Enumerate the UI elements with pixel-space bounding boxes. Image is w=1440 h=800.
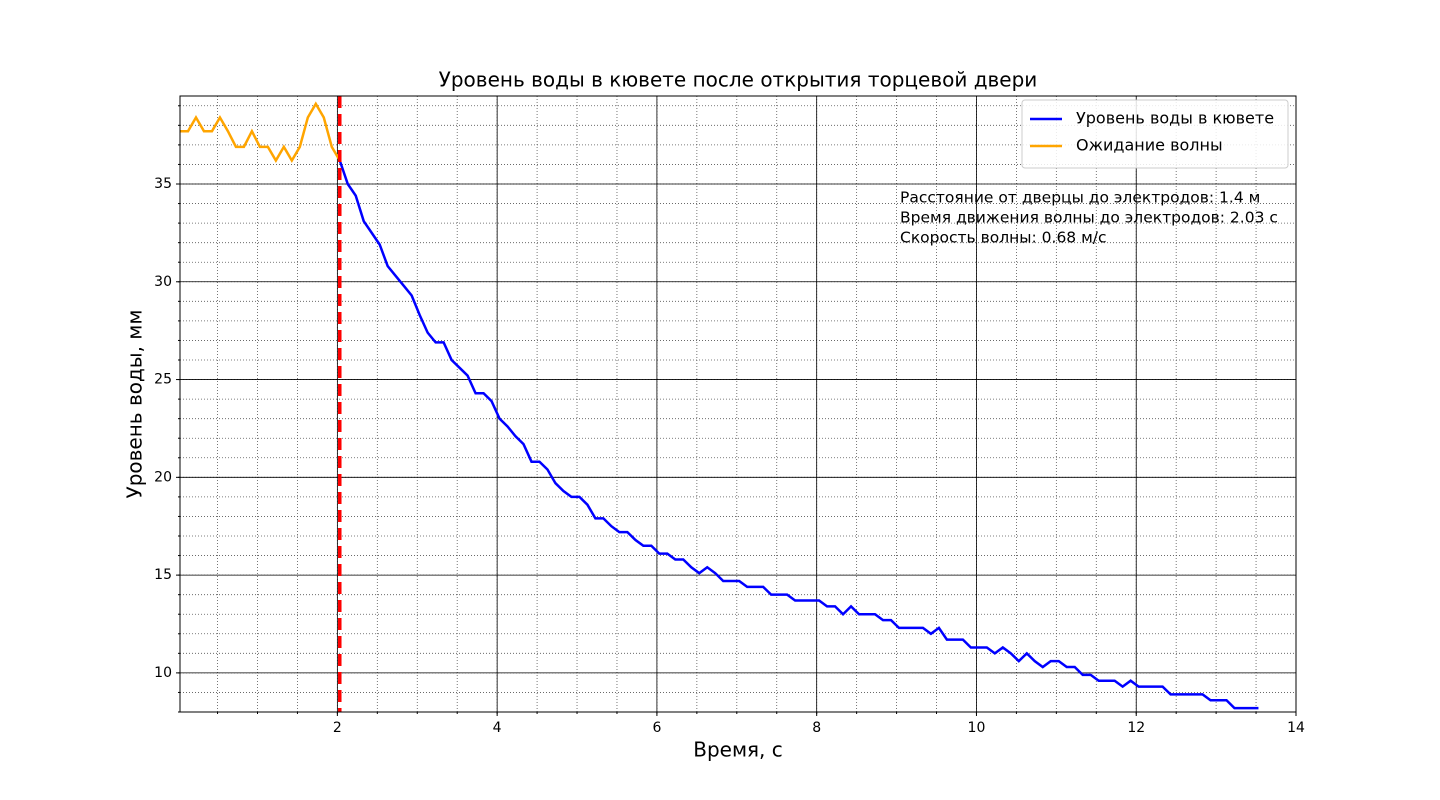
y-tick-label: 20: [154, 469, 172, 485]
data-line: [180, 101, 341, 164]
y-axis-label: Уровень воды, мм: [123, 310, 147, 499]
x-tick-label: 4: [493, 720, 502, 736]
y-tick-label: 35: [154, 176, 172, 192]
annotation: Время движения волны до электродов: 2.03…: [900, 209, 1278, 227]
annotation: Скорость волны: 0.68 м/с: [900, 229, 1107, 247]
legend-label: Ожидание волны: [1076, 136, 1223, 155]
legend: Уровень воды в кювете Ожидание волны: [1021, 99, 1289, 169]
x-tick-label: 6: [652, 720, 661, 736]
y-tick-label: 25: [154, 372, 172, 388]
chart-title: Уровень воды в кювете после открытия тор…: [439, 68, 1038, 92]
x-tick-label: 14: [1287, 720, 1305, 736]
legend-box: [1021, 99, 1289, 169]
y-tick-label: 30: [154, 274, 172, 290]
x-axis-label: Время, с: [693, 738, 783, 762]
plot-frame: [179, 95, 1297, 713]
data-line: [338, 160, 1259, 710]
y-tick-label: 10: [154, 665, 172, 681]
annotation: Расстояние от дверцы до электродов: 1.4 …: [900, 189, 1260, 207]
x-tick-label: 2: [333, 720, 342, 736]
x-tick-label: 10: [968, 720, 986, 736]
legend-label: Уровень воды в кювете: [1076, 109, 1274, 128]
y-tick-label: 15: [154, 567, 172, 583]
x-tick-label: 8: [812, 720, 821, 736]
x-tick-label: 12: [1127, 720, 1145, 736]
